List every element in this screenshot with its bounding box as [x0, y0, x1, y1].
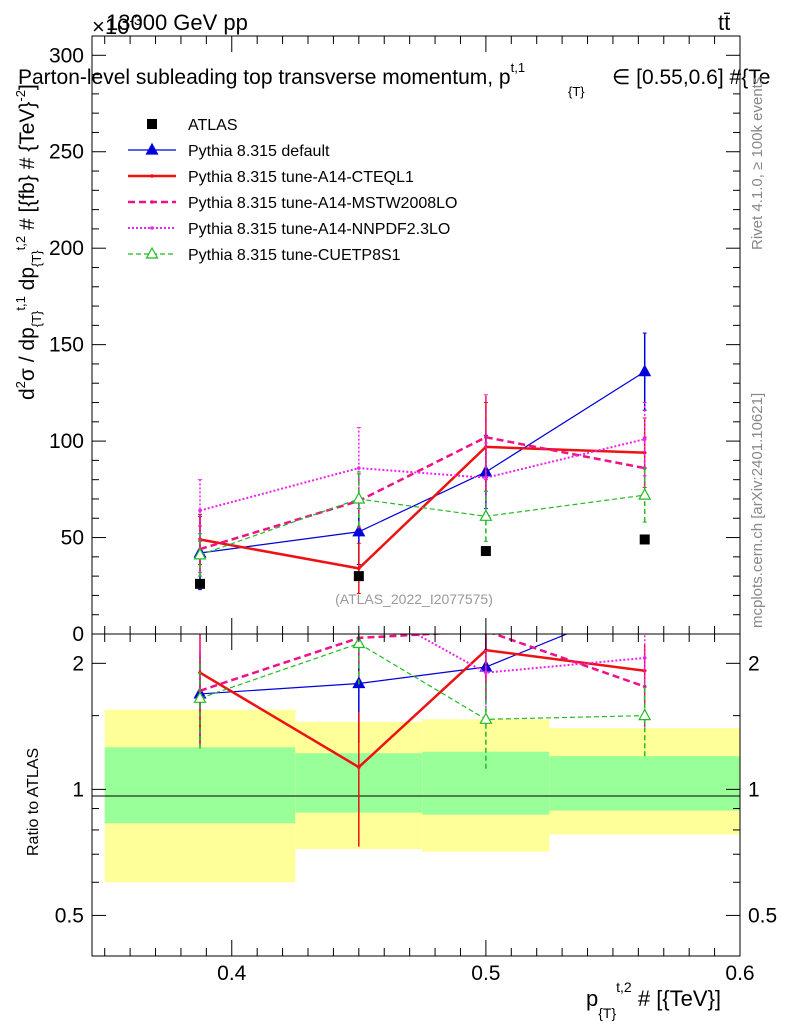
legend-marker — [150, 200, 154, 204]
watermark: (ATLAS_2022_I2077575) — [335, 591, 493, 607]
ratio-series-group — [198, 625, 647, 716]
series-line — [199, 435, 645, 551]
data-point — [479, 509, 493, 521]
data-point — [638, 364, 652, 377]
data-point — [357, 466, 361, 470]
ratio-point — [357, 765, 361, 769]
x-axis-label: p{T}t,2 # [{TeV}] — [586, 979, 721, 1021]
data-point — [484, 475, 488, 480]
rivet-label: Rivet 4.1.0, ≥ 100k events — [749, 77, 766, 250]
ratio-band-stat — [422, 751, 550, 815]
legend-marker — [145, 142, 159, 155]
series-line — [199, 494, 645, 556]
multiplier-exponent: -3 — [129, 12, 142, 28]
ratio-series — [193, 596, 652, 847]
main-y-tick-label: 200 — [49, 237, 84, 260]
ratio-point — [198, 625, 202, 629]
ratio-point — [479, 712, 493, 724]
legend-label: Pythia 8.315 tune-A14-CTEQL1 — [188, 169, 414, 186]
ratio-point — [352, 636, 366, 649]
series-line — [199, 438, 645, 512]
series-line — [199, 371, 646, 554]
ratio-frame — [91, 633, 741, 957]
legend-marker — [147, 119, 157, 129]
data-point — [642, 437, 647, 441]
ratio-series-group — [193, 634, 652, 769]
ratio-point — [642, 684, 647, 689]
data-point — [193, 547, 207, 560]
energy-label: 13000 GeV pp — [106, 10, 248, 35]
ratio-point — [642, 656, 647, 660]
ratio-series-line — [199, 642, 645, 720]
main-panel: 0 50 100 150 200 250 300 (ATLAS_2022_I2077575) — [49, 35, 741, 646]
main-y-tick-label: 250 — [49, 141, 84, 164]
ratio-band-stat — [549, 756, 740, 811]
data-point — [638, 487, 652, 500]
atlas-data — [195, 534, 650, 589]
main-y-label: d2σ / dp{T}t,1 dp{T}t,2 # [{fb} # {TeV}-… — [13, 84, 44, 400]
legend-marker — [145, 246, 159, 259]
legend-label: Pythia 8.315 tune-A14-MSTW2008LO — [188, 195, 457, 212]
atlas-data-point — [480, 546, 491, 557]
main-y-tick-label: 300 — [49, 44, 84, 67]
data-point — [484, 435, 488, 440]
atlas-data-point — [639, 534, 650, 545]
main-y-tick-label: 100 — [49, 430, 84, 453]
series-group — [198, 394, 647, 573]
legend-label: Pythia 8.315 tune-A14-NNPDF2.3LO — [188, 221, 450, 238]
data-point — [352, 524, 366, 537]
ratio-band-stat — [104, 747, 296, 824]
ratio-series-line — [199, 634, 569, 695]
multiplier-label: ×10-3 — [92, 12, 142, 39]
main-series — [193, 332, 652, 594]
atlas-data-point — [353, 571, 364, 582]
ratio-y-label: Ratio to ATLAS — [25, 748, 42, 856]
data-point — [198, 508, 202, 513]
ratio-y-axis: 0.5 0.5 1 1 2 2 — [55, 652, 777, 927]
main-x-ticks — [104, 36, 741, 634]
legend-marker — [150, 174, 154, 178]
ratio-y-tick-label-right: 2 — [748, 652, 760, 675]
mcplots-label: mcplots.cern.ch [arXiv:2401.10621] — [749, 393, 766, 628]
atlas-data-point — [195, 578, 205, 589]
plot-title: Parton-level subleading top transverse m… — [18, 60, 525, 89]
main-y-tick-label: 50 — [61, 527, 84, 550]
x-tick-label: 0.4 — [217, 962, 247, 985]
main-y-tick-label: 0 — [72, 623, 84, 646]
main-y-tick-label: 150 — [49, 334, 84, 357]
data-point — [357, 566, 361, 571]
series-group — [193, 467, 652, 577]
data-point — [352, 491, 366, 504]
legend: ATLAS Pythia 8.315 default Pythia 8.315 tu… — [128, 117, 457, 264]
ratio-series-line — [414, 634, 645, 674]
ratio-point — [484, 670, 488, 675]
plot-title-tail: ∈ [0.55,0.6] #{Te — [612, 66, 770, 89]
process-label: tt̄ — [718, 10, 730, 35]
series-group — [198, 402, 647, 594]
ratio-point — [638, 708, 652, 721]
ratio-point — [193, 691, 207, 703]
ratio-point — [639, 596, 650, 606]
ratio-x-axis: 0.4 0.5 0.6 — [104, 634, 755, 985]
legend-marker — [150, 226, 154, 230]
x-tick-label: 0.6 — [725, 962, 754, 985]
ratio-y-tick-label: 0.5 — [55, 904, 84, 927]
ratio-panel: 0.5 0.5 1 1 2 2 0.4 0.5 0.6 — [55, 596, 777, 985]
legend-label: Pythia 8.315 tune-CUETP8S1 — [188, 247, 401, 264]
x-tick-label: 0.5 — [471, 962, 500, 985]
series-group — [198, 402, 647, 542]
main-y-axis: 0 50 100 150 200 250 300 — [49, 44, 740, 646]
ratio-y-tick-label: 2 — [72, 652, 84, 675]
ratio-y-tick-label-right: 1 — [748, 778, 760, 801]
ratio-series-line — [199, 648, 645, 769]
ratio-y-tick-label: 1 — [72, 778, 84, 801]
legend-label: ATLAS — [188, 117, 238, 134]
plot-title-subscript: {T} — [568, 84, 585, 99]
ratio-y-tick-label-right: 0.5 — [748, 904, 777, 927]
legend-label: Pythia 8.315 default — [188, 143, 330, 160]
